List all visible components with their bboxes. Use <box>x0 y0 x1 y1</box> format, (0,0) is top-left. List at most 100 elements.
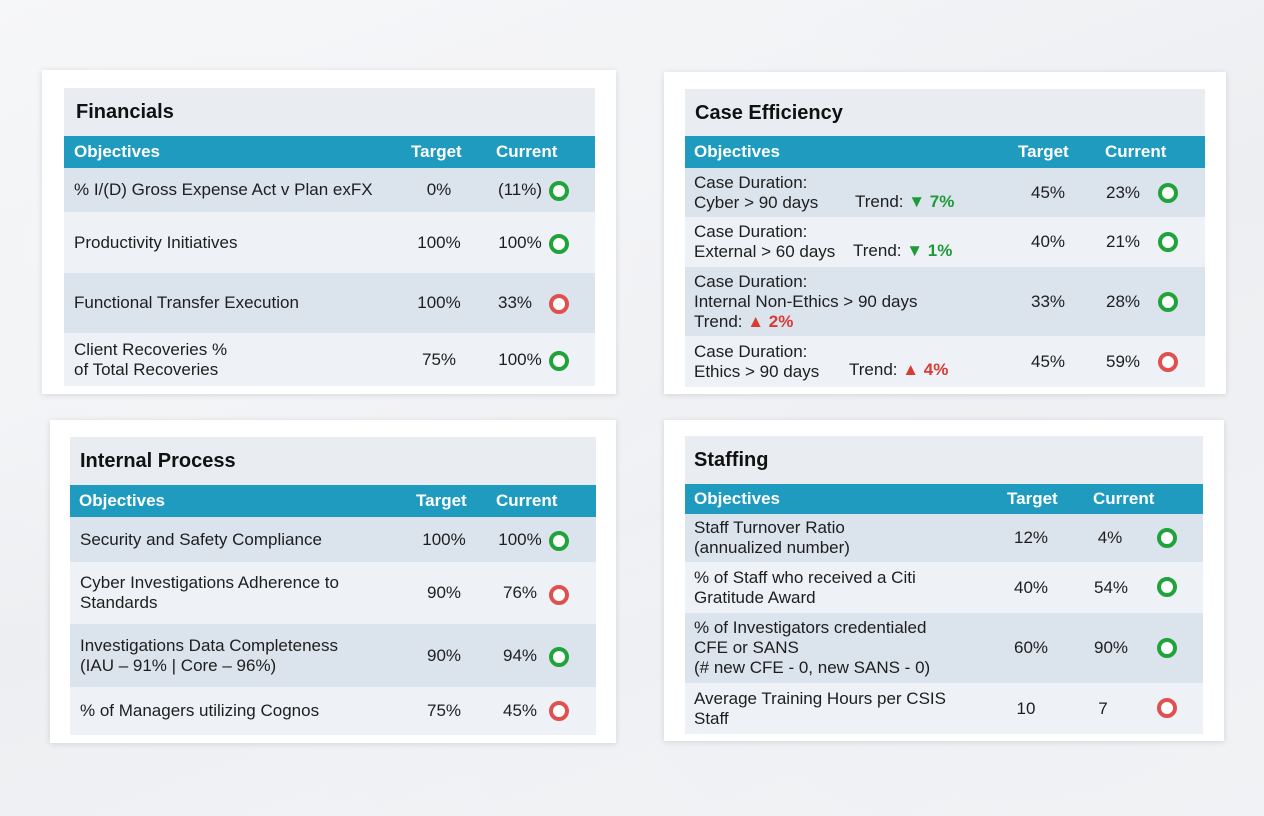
col-objectives: Objectives <box>74 142 160 161</box>
trend-up-value: ▲ 2% <box>747 311 794 331</box>
status-green-icon <box>1158 292 1178 312</box>
staffing-card: Staffing Objectives Target Current Staff… <box>664 420 1224 741</box>
current-value: 90% <box>1093 638 1129 657</box>
objective-text: % of Managers utilizing Cognos <box>80 701 320 720</box>
staffing-title: Staffing <box>694 448 769 471</box>
objective-line: % of Staff who received a Citi <box>694 567 916 587</box>
objective-line: Case Duration: <box>694 172 808 192</box>
table-row: Average Training Hours per CSIS Staff 10… <box>685 683 1203 734</box>
table-row: Case Duration: External > 60 days Trend:… <box>685 217 1205 267</box>
target-value: 90% <box>426 645 462 665</box>
objective-text: Functional Transfer Execution <box>74 293 299 312</box>
status-red-icon <box>1158 352 1178 372</box>
objective-line: Cyber > 90 days <box>694 192 819 212</box>
objective-text: % of Investigators credentialed CFE or S… <box>694 613 930 683</box>
objective-line: Ethics > 90 days <box>694 361 820 381</box>
col-target: Target <box>416 491 467 510</box>
table-row: Investigations Data Completeness (IAU – … <box>70 624 596 687</box>
current-value: 23% <box>1105 182 1141 202</box>
current-value: 100% <box>498 349 542 369</box>
objective-line: Client Recoveries % <box>74 339 228 359</box>
objective-text: % of Staff who received a Citi Gratitude… <box>694 562 916 613</box>
financials-panel: Financials Objectives Target Current % I… <box>64 88 595 386</box>
current-value: 100% <box>498 529 542 549</box>
objective-line: % of Investigators credentialed <box>694 618 927 637</box>
current-value: 4% <box>1097 528 1123 547</box>
financials-card: Financials Objectives Target Current % I… <box>42 70 616 394</box>
status-green-icon <box>549 351 569 371</box>
status-green-icon <box>1157 528 1177 548</box>
status-green-icon <box>1158 183 1178 203</box>
target-value: 100% <box>417 293 461 312</box>
col-objectives: Objectives <box>694 489 780 508</box>
status-red-icon <box>549 294 569 314</box>
status-red-icon <box>1157 698 1177 718</box>
target-value: 40% <box>1030 232 1066 251</box>
objective-text: Investigations Data Completeness (IAU – … <box>80 624 338 687</box>
objective-line: Internal Non-Ethics > 90 days <box>694 291 918 311</box>
trend-label: Trend: <box>694 311 743 331</box>
objective-text: Case Duration: External > 60 days <box>694 217 835 267</box>
current-value: 59% <box>1105 351 1141 371</box>
objective-text: % I/(D) Gross Expense Act v Plan exFX <box>74 180 373 199</box>
objective-line: (annualized number) <box>694 538 850 557</box>
case-efficiency-title: Case Efficiency <box>695 101 843 124</box>
internal-process-header-row: Objectives Target Current <box>70 485 596 517</box>
trend: Trend: ▼ 1% <box>853 239 952 263</box>
objective-line: Staff <box>694 708 729 728</box>
objective-line: External > 60 days <box>694 242 836 261</box>
current-value: 21% <box>1105 232 1141 251</box>
internal-process-title: Internal Process <box>80 449 236 472</box>
financials-header-row: Objectives Target Current <box>64 136 595 168</box>
objective-line: Cyber Investigations Adherence to <box>80 573 339 592</box>
internal-process-card: Internal Process Objectives Target Curre… <box>50 420 616 743</box>
table-row: Functional Transfer Execution 100% 33% <box>64 273 595 333</box>
objective-line: CFE or SANS <box>694 638 799 657</box>
objective-line: (# new CFE - 0, new SANS - 0) <box>694 658 931 677</box>
target-value: 33% <box>1030 291 1066 311</box>
target-value: 75% <box>426 701 462 720</box>
trend-label: Trend: <box>853 241 902 260</box>
status-red-icon <box>549 585 569 605</box>
current-value: 100% <box>498 232 542 252</box>
trend-down-value: ▼ 1% <box>906 241 953 260</box>
status-red-icon <box>549 701 569 721</box>
trend-down-value: ▼ 7% <box>908 192 955 211</box>
case-efficiency-panel: Case Efficiency Objectives Target Curren… <box>685 89 1205 387</box>
table-row: % of Managers utilizing Cognos 75% 45% <box>70 687 596 735</box>
objective-line: Case Duration: <box>694 341 808 361</box>
trend-label: Trend: <box>849 360 898 379</box>
target-value: 45% <box>1030 351 1066 371</box>
status-green-icon <box>1157 638 1177 658</box>
status-green-icon <box>549 181 569 201</box>
objective-text: Security and Safety Compliance <box>80 529 322 549</box>
financials-title: Financials <box>76 100 174 123</box>
objective-text: Staff Turnover Ratio (annualized number) <box>694 514 850 562</box>
target-value: 45% <box>1030 182 1066 202</box>
table-row: Case Duration: Ethics > 90 days Trend: ▲… <box>685 336 1205 387</box>
current-value: 33% <box>497 293 533 312</box>
target-value: 0% <box>426 180 452 199</box>
col-target: Target <box>411 142 462 161</box>
case-efficiency-header-row: Objectives Target Current <box>685 136 1205 168</box>
objective-line: of Total Recoveries <box>74 359 219 379</box>
current-value: 28% <box>1105 291 1141 311</box>
target-value: 75% <box>421 349 457 369</box>
status-green-icon <box>1158 232 1178 252</box>
col-current: Current <box>1093 489 1155 508</box>
table-row: % of Staff who received a Citi Gratitude… <box>685 562 1203 613</box>
target-value: 100% <box>417 232 461 252</box>
objective-line: (IAU – 91% | Core – 96%) <box>80 655 277 675</box>
table-row: Staff Turnover Ratio (annualized number)… <box>685 514 1203 562</box>
objective-text: Case Duration: Ethics > 90 days <box>694 336 819 387</box>
trend: Trend: ▼ 7% <box>855 190 954 214</box>
table-row: % of Investigators credentialed CFE or S… <box>685 613 1203 683</box>
col-target: Target <box>1018 142 1069 161</box>
status-green-icon <box>549 647 569 667</box>
col-current: Current <box>1105 142 1167 161</box>
col-target: Target <box>1007 489 1058 508</box>
target-value: 40% <box>1013 577 1049 597</box>
objective-text: Case Duration: Internal Non-Ethics > 90 … <box>694 267 917 336</box>
table-row: Productivity Initiatives 100% 100% <box>64 212 595 273</box>
status-green-icon <box>1157 577 1177 597</box>
